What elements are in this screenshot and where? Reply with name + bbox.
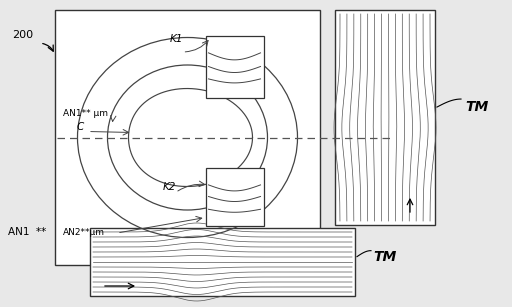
Text: AN1  **: AN1 ** [8,227,46,237]
Text: AN2**μm: AN2**μm [63,228,105,237]
Bar [335,10,435,225]
Text: TM: TM [373,250,396,264]
Text: K2: K2 [162,181,176,192]
Text: AN1** μm: AN1** μm [63,108,108,118]
Text: 200: 200 [12,30,33,40]
Text: TM: TM [465,100,488,114]
Text: C: C [77,122,84,131]
Bar [55,10,320,265]
Text: K1: K1 [169,34,183,44]
Bar [205,36,264,98]
Bar [205,168,264,226]
Bar [90,228,355,296]
